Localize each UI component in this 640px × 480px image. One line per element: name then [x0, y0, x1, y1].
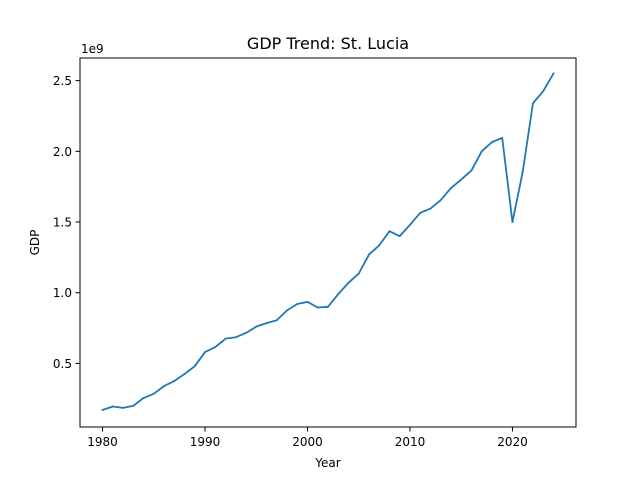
data-point: [163, 385, 165, 387]
data-point: [450, 187, 452, 189]
x-tick-label: 1990: [190, 435, 221, 449]
data-point: [296, 303, 299, 305]
data-point: [193, 365, 196, 368]
data-point: [439, 199, 442, 201]
data-point: [429, 207, 432, 210]
data-point: [398, 235, 401, 238]
data-point: [316, 306, 319, 309]
data-point: [101, 409, 104, 411]
x-tick-label: 2000: [292, 435, 323, 449]
data-point: [501, 136, 504, 139]
chart-title: GDP Trend: St. Lucia: [247, 34, 409, 53]
data-point: [368, 253, 370, 256]
y-tick-label: 1.0: [53, 286, 72, 300]
plot-area: 1980 1990 2000 2010 2020 0.5 1.0 1.5 2.0 2.5: [53, 72, 555, 449]
y-tick-label: 1.5: [53, 216, 72, 230]
y-axis-offset-label: 1e9: [81, 42, 104, 56]
data-point: [480, 150, 483, 153]
x-tick-label: 2020: [497, 435, 528, 449]
data-point: [152, 392, 155, 395]
data-point: [511, 221, 514, 223]
data-point: [532, 102, 534, 105]
data-point: [542, 90, 545, 93]
data-point: [214, 346, 217, 349]
plot-frame: [79, 57, 577, 428]
data-point: [111, 405, 114, 408]
x-tick-label: 1980: [87, 435, 118, 449]
data-point: [347, 281, 350, 284]
data-point: [275, 319, 278, 322]
y-tick-label: 2.5: [53, 74, 72, 88]
data-point: [224, 337, 227, 340]
data-point: [234, 336, 237, 339]
data-point: [419, 211, 422, 214]
data-point: [337, 293, 340, 295]
data-point: [204, 351, 206, 353]
data-point: [245, 332, 247, 334]
data-point: [327, 305, 329, 308]
data-point: [460, 178, 463, 181]
data-point: [470, 169, 473, 172]
data-point: [142, 397, 145, 399]
data-point: [388, 230, 391, 233]
data-point: [173, 380, 176, 382]
data-point: [255, 325, 258, 328]
x-axis-label: Year: [314, 456, 340, 470]
data-point: [521, 170, 524, 173]
data-point: [183, 373, 186, 375]
x-tick-label: 2010: [395, 435, 426, 449]
y-tick-label: 0.5: [53, 357, 72, 371]
data-point: [357, 272, 360, 275]
data-point: [132, 404, 135, 407]
data-point: [286, 309, 288, 312]
data-point: [491, 141, 493, 144]
data-point: [378, 244, 381, 247]
data-point: [306, 300, 309, 303]
y-tick-label: 2.0: [53, 145, 72, 159]
data-point: [265, 322, 268, 324]
data-point: [122, 407, 124, 409]
data-point: [552, 72, 555, 75]
y-axis-label: GDP: [28, 230, 42, 256]
data-point: [409, 223, 411, 226]
